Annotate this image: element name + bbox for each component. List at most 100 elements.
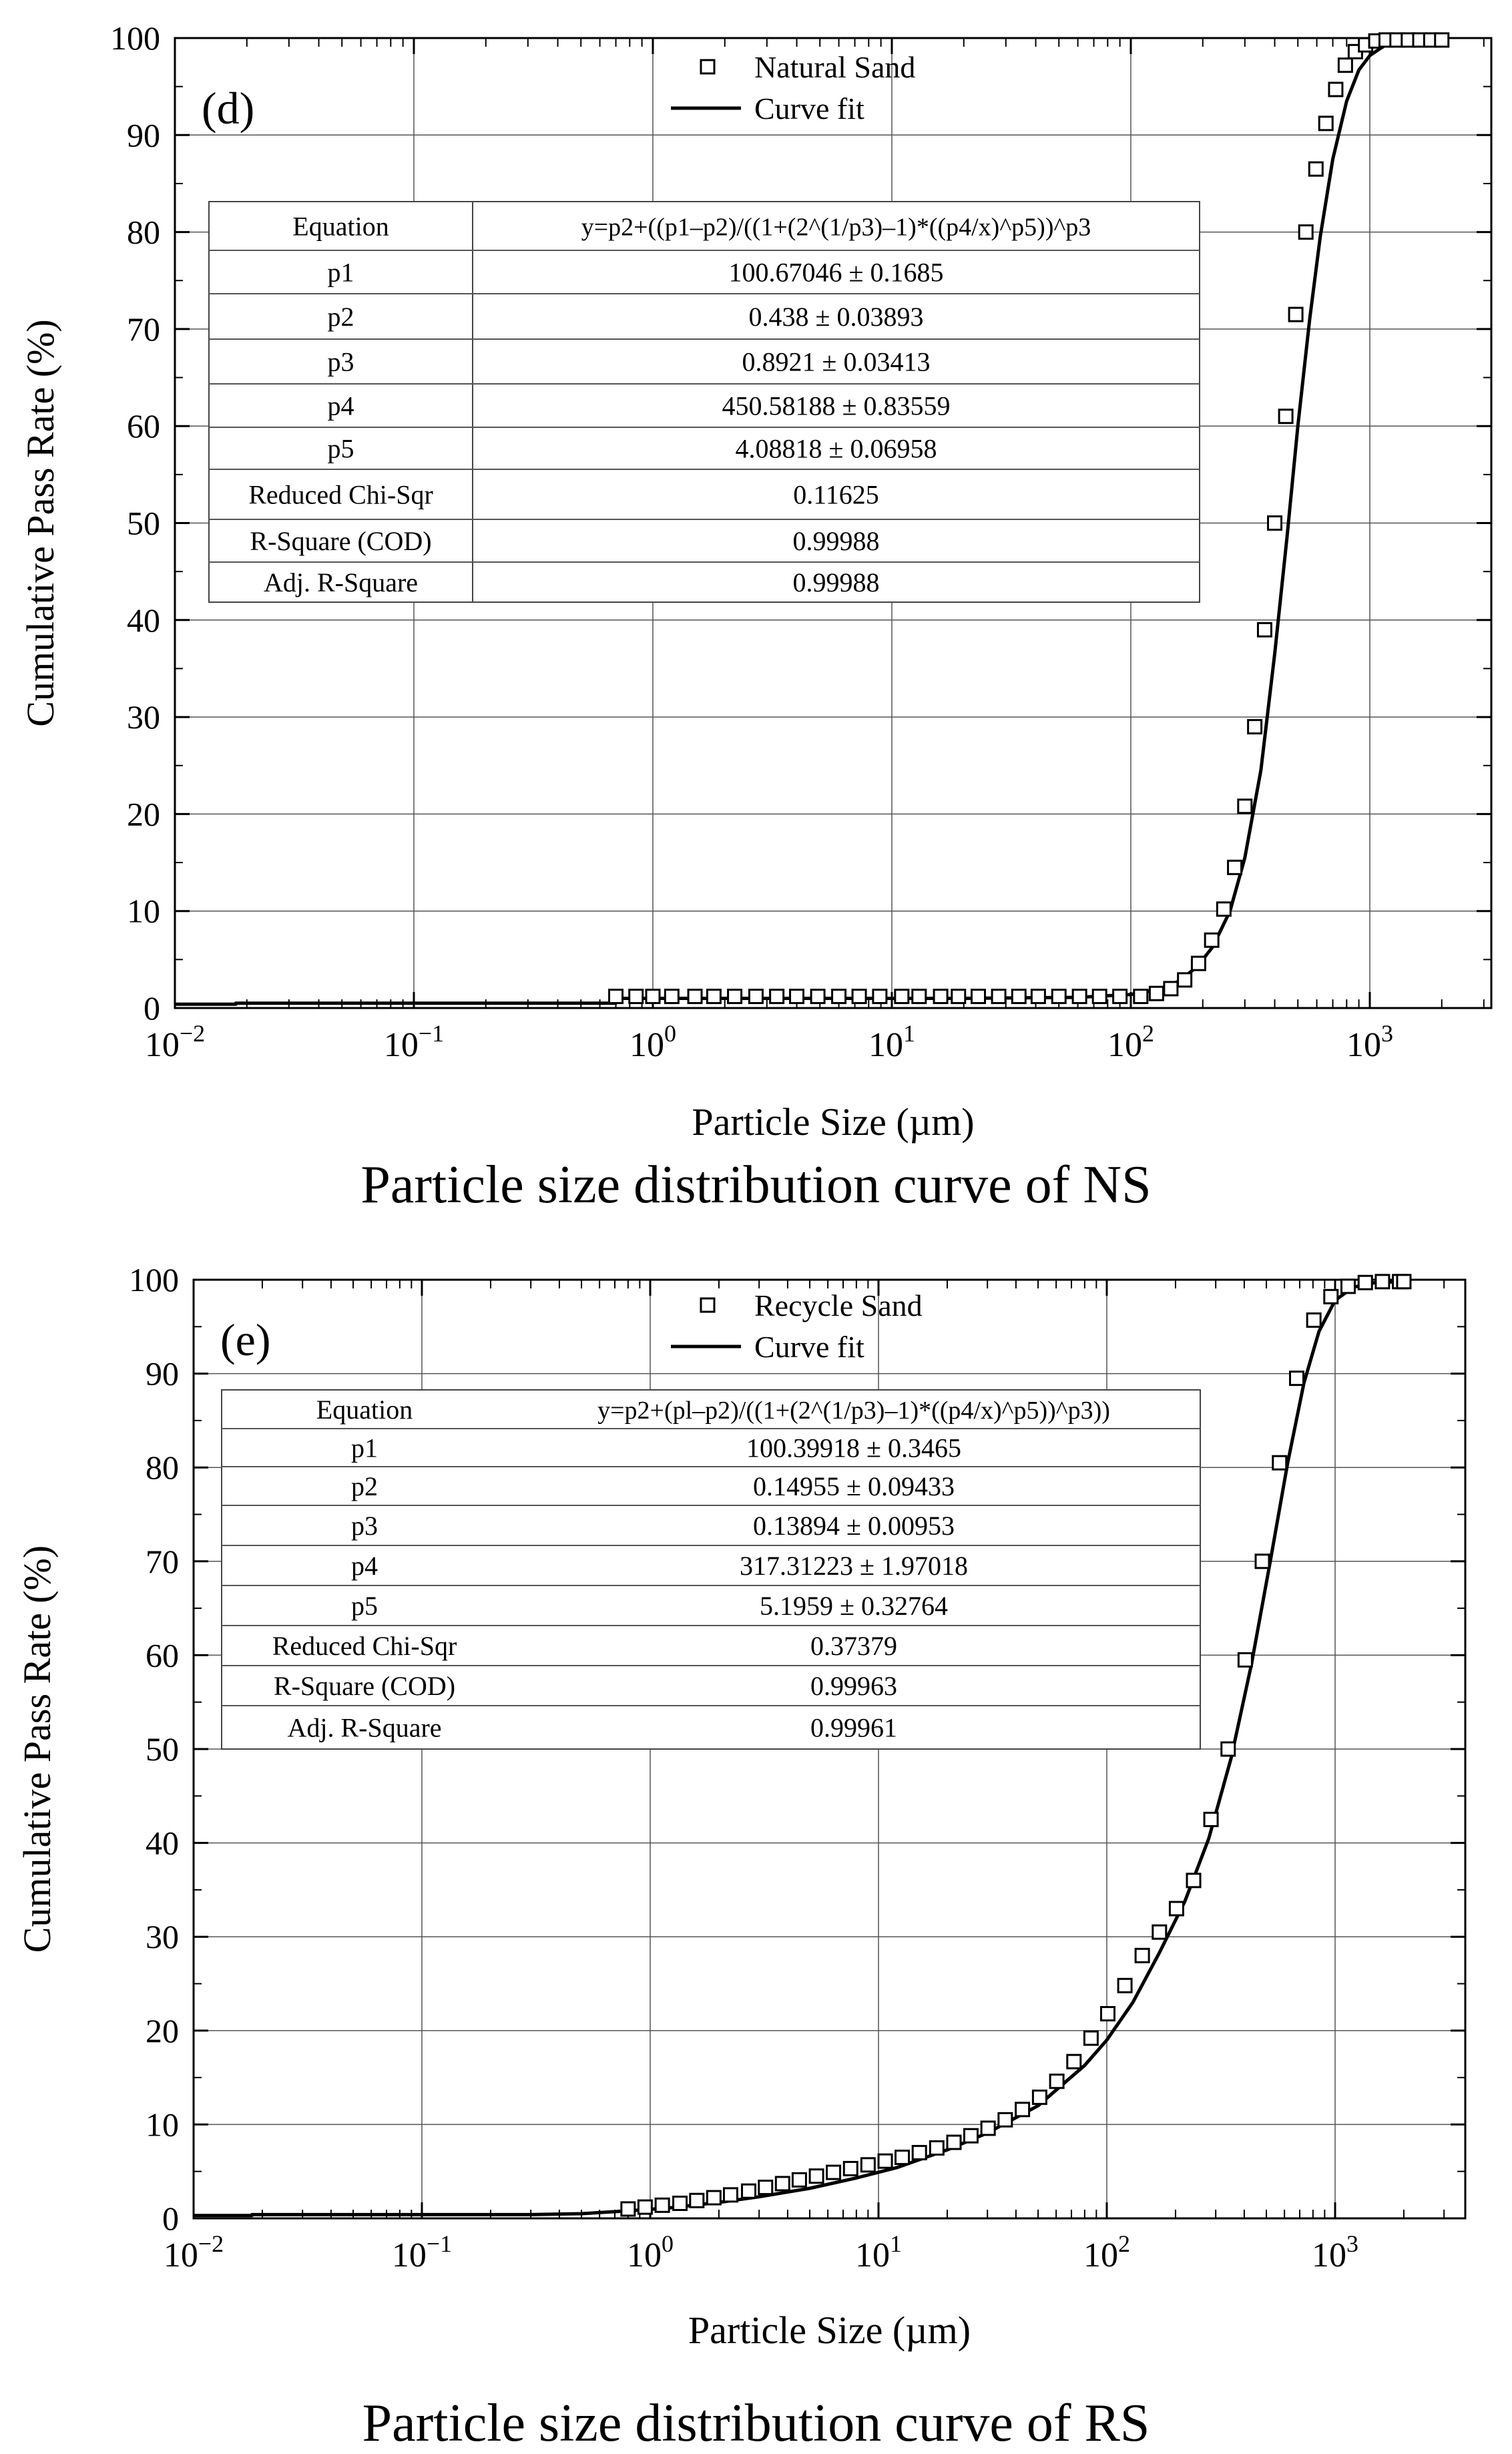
data-point-marker [831,989,847,1005]
data-point-marker [758,2180,774,2196]
fit-table-value: 317.31223 ± 1.97018 [740,1551,968,1581]
data-point-marker [1204,932,1220,948]
y-tick-label: 10 [146,2106,179,2143]
data-point-marker [1071,989,1087,1005]
panel-label: (d) [202,83,254,134]
fit-table-label: p5 [351,1591,378,1621]
data-point-marker [951,989,967,1005]
data-point-marker [1134,1947,1150,1963]
fit-table-value: 0.11625 [793,480,879,510]
y-axis-title: Cumulative Pass Rate (%) [19,319,62,727]
data-point-marker [1256,622,1272,638]
fit-table-label: Equation [292,212,389,242]
fit-table-label: Reduced Chi-Sqr [272,1631,457,1661]
data-point-marker [1220,1741,1236,1757]
data-point-marker [894,989,910,1005]
data-point-marker [991,989,1007,1005]
y-axis-title: Cumulative Pass Rate (%) [15,1545,59,1953]
data-point-marker [1306,1312,1322,1328]
y-tick-label: 20 [127,795,160,832]
data-point-marker [1049,2073,1065,2090]
x-tick-label: 10−1 [392,2230,452,2274]
x-tick-label: 10−1 [384,1020,444,1064]
data-point-marker [687,989,703,1005]
x-tick-label: 100 [629,1020,676,1064]
data-point-marker [1099,2005,1115,2021]
y-tick-label: 50 [146,1730,179,1768]
data-point-marker [842,2160,858,2176]
data-point-marker [946,2134,962,2150]
y-tick-label: 20 [146,2012,179,2049]
fit-table-value: 0.14955 ± 0.09433 [753,1471,955,1501]
data-point-marker [1298,224,1314,240]
data-point-marker [1015,2102,1031,2118]
data-point-marker [1308,161,1324,177]
legend-label-line: Curve fit [754,1330,864,1364]
data-point-marker [911,989,927,1005]
fit-table-label: R-Square (COD) [250,526,431,556]
legend-marker-scatter [700,59,716,75]
data-point-marker [997,2112,1013,2128]
fit-table-value: 100.39918 ± 0.3465 [746,1433,961,1463]
legend-marker-scatter [700,1297,716,1313]
data-point-marker [1328,81,1344,97]
fit-table-value: 0.99988 [793,567,880,597]
y-tick-label: 100 [110,19,160,57]
legend-label-scatter: Natural Sand [754,50,915,84]
y-tick-label: 10 [127,893,160,930]
fit-table-value: 0.99963 [810,1671,897,1701]
fit-table-label: Equation [316,1395,413,1425]
y-tick-label: 80 [127,214,160,251]
fit-table-label: Adj. R-Square [287,1713,441,1743]
x-tick-label: 103 [1346,1020,1393,1064]
data-point-marker [791,2172,807,2188]
fit-table-label: p3 [351,1511,378,1541]
fit-table-label: p4 [351,1551,378,1581]
data-point-marker [769,989,785,1005]
data-point-marker [1112,989,1128,1005]
data-point-marker [620,2201,636,2217]
fit-table-label: Reduced Chi-Sqr [248,480,433,510]
data-point-marker [810,989,826,1005]
fit-table-label: p1 [351,1433,378,1463]
fit-table-label: p5 [328,434,354,464]
data-point-marker [970,989,986,1005]
data-point-marker [895,2150,911,2166]
data-point-marker [654,2197,670,2213]
data-point-marker [1148,985,1164,1001]
data-point-marker [1357,1274,1373,1290]
x-tick-label: 101 [868,1020,915,1064]
data-point-marker [1340,1278,1356,1294]
data-point-marker [1288,1371,1304,1387]
y-tick-label: 60 [127,407,160,445]
data-point-marker [1177,972,1193,988]
data-point-marker [911,2145,927,2161]
y-tick-label: 70 [146,1543,179,1580]
fit-table-value: 0.99988 [793,526,880,556]
data-point-marker [1434,32,1450,48]
data-point-marker [1267,515,1283,531]
data-point-marker [1288,306,1304,322]
data-point-marker [1216,901,1232,917]
fit-table-value: 450.58188 ± 0.83559 [722,391,951,421]
data-point-marker [1117,1977,1133,1993]
y-tick-label: 60 [146,1636,179,1674]
y-tick-label: 80 [146,1449,179,1486]
y-tick-label: 40 [127,601,160,639]
fit-table-value: y=p2+((p1–p2)/((1+(2^(1/p3)–1)*((p4/x)^p… [581,214,1091,242]
data-point-marker [963,2128,979,2144]
data-point-marker [1323,1288,1339,1304]
x-tick-label: 100 [627,2230,674,2274]
y-tick-label: 0 [144,989,160,1027]
legend-label-scatter: Recycle Sand [754,1288,923,1322]
data-point-marker [851,989,867,1005]
data-point-marker [1066,2053,1082,2069]
fit-table-value: 0.8921 ± 0.03413 [742,347,931,377]
data-point-marker [860,2157,876,2173]
x-tick-label: 103 [1312,2230,1358,2274]
fit-table-label: p2 [328,302,354,332]
y-tick-label: 30 [127,698,160,736]
fit-table-label: p2 [351,1471,378,1501]
data-point-marker [1272,1455,1288,1471]
data-point-marker [929,2140,945,2156]
